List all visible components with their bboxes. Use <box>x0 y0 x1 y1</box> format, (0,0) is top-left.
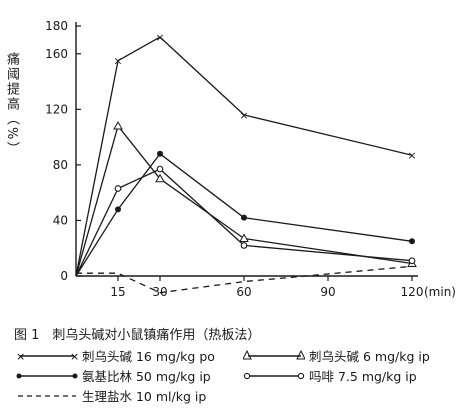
legend-key-dot-marker <box>16 369 78 383</box>
data-point-series-1: × <box>239 109 248 122</box>
data-point-series-2 <box>239 233 249 242</box>
y-tick-label: 160 <box>45 47 68 61</box>
data-point-series-4 <box>240 242 248 249</box>
data-point-series-1: × <box>407 149 416 162</box>
legend-label: 生理盐水 10 ml/kg ip <box>82 389 207 404</box>
x-unit-label: (min) <box>424 285 456 299</box>
x-tick-label: 90 <box>320 285 335 299</box>
series-line-2 <box>75 125 413 277</box>
y-tick-label: 80 <box>53 158 68 172</box>
x-tick-label: 120 <box>401 285 424 299</box>
legend-item-series-5: 生理盐水 10 ml/kg ip <box>16 386 206 405</box>
y-tick-label: 40 <box>53 213 68 227</box>
series-line-1 <box>75 36 413 277</box>
legend-item-series-4: 吗啡 7.5 mg/kg ip <box>243 366 417 385</box>
data-point-series-3 <box>157 150 163 157</box>
series-line-5 <box>76 265 413 294</box>
data-point-series-3 <box>115 206 121 213</box>
series-line-4 <box>75 168 413 277</box>
legend-item-series-2: 刺乌头碱 6 mg/kg ip <box>243 346 430 365</box>
legend-label: 刺乌头碱 6 mg/kg ip <box>309 349 430 364</box>
y-tick-label: 180 <box>45 19 68 33</box>
data-point-series-3 <box>409 238 415 245</box>
legend-label: 刺乌头碱 16 mg/kg po <box>82 349 215 364</box>
data-point-series-1: × <box>113 55 122 68</box>
x-tick-label: 15 <box>110 285 125 299</box>
data-point-series-2 <box>155 173 165 183</box>
svg-text:×: × <box>16 350 25 363</box>
x-tick-label: 60 <box>236 285 251 299</box>
y-axis-label: 痛阈提高（%） <box>4 52 19 157</box>
figure-caption: 图 1 刺乌头碱对小鼠镇痛作用（热板法） <box>14 328 261 343</box>
legend-key-circle-marker <box>243 369 305 383</box>
legend-key-triangle-marker <box>243 349 305 363</box>
data-point-series-2 <box>113 120 123 130</box>
legend-key-x-marker: × × <box>16 349 78 363</box>
data-point-series-4 <box>156 165 164 173</box>
y-tick-label: 120 <box>45 102 68 116</box>
legend-label: 吗啡 7.5 mg/kg ip <box>309 369 417 384</box>
data-point-series-1: × <box>155 31 164 44</box>
svg-text:×: × <box>70 350 78 363</box>
data-point-series-4 <box>408 257 416 265</box>
legend-label: 氨基比林 50 mg/kg ip <box>82 369 211 384</box>
legend-item-series-1: × × 刺乌头碱 16 mg/kg po <box>16 346 215 365</box>
y-tick-label: 0 <box>60 269 68 283</box>
data-point-series-4 <box>114 185 122 192</box>
legend-item-series-3: 氨基比林 50 mg/kg ip <box>16 366 211 385</box>
legend-key-dashed-line <box>16 389 78 403</box>
data-point-series-3 <box>241 214 247 221</box>
